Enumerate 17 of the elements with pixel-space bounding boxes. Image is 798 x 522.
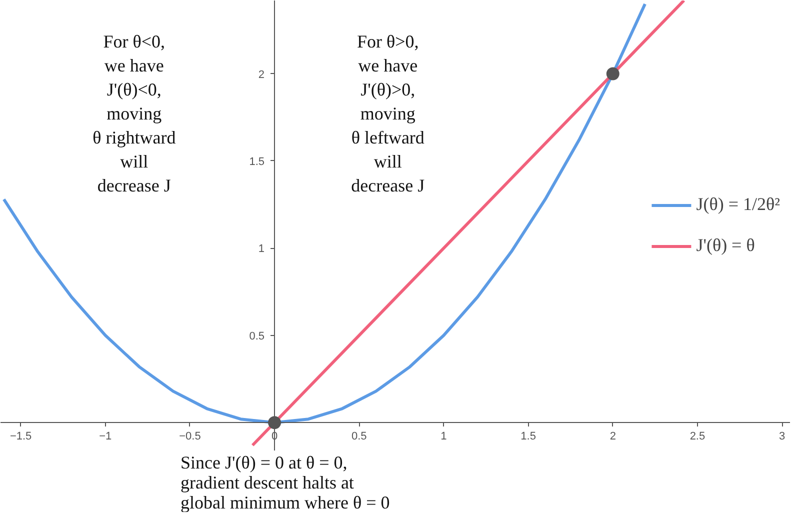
x-tick-label: −1	[99, 430, 112, 443]
legend-label: J(θ) = 1/2θ²	[696, 194, 780, 215]
x-tick-label: 1.5	[520, 430, 536, 443]
legend-label: J'(θ) = θ	[696, 235, 755, 256]
annotation: For θ<0, we have J'(θ)<0, moving θ rightward will decrease J	[92, 32, 176, 196]
x-tick-label: −1.5	[10, 430, 32, 443]
x-tick-label: 2.5	[690, 430, 706, 443]
y-tick-label: 1.5	[249, 156, 265, 168]
x-tick-label: −0.5	[179, 430, 201, 443]
y-tick-label: 0.5	[249, 330, 265, 342]
y-tick-label: 2	[258, 68, 265, 81]
x-tick-label: 1	[440, 430, 447, 443]
annotation: For θ>0, we have J'(θ)>0, moving θ leftward will decrease J	[351, 32, 425, 196]
x-tick-label: 0.5	[351, 430, 367, 443]
x-tick-label: 2	[610, 430, 616, 443]
x-tick-label: 3	[778, 430, 786, 443]
y-tick-label: 1	[258, 243, 265, 256]
